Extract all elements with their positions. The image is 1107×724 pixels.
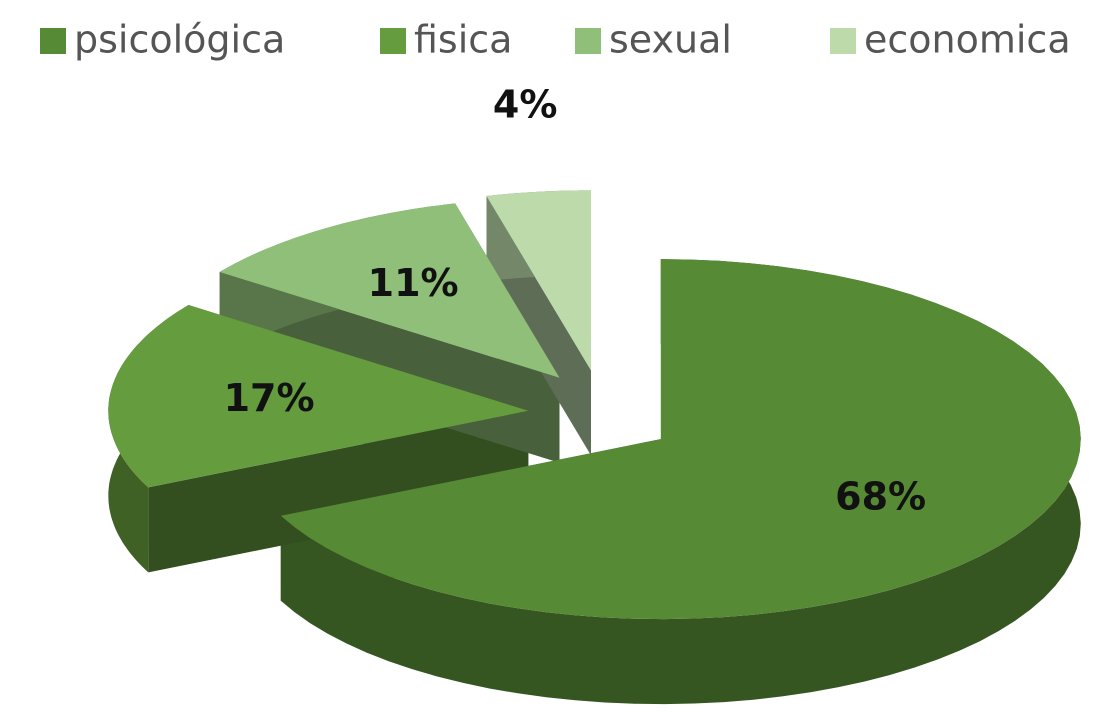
slice <box>280 259 1081 620</box>
legend-swatch <box>575 28 601 54</box>
legend-swatch <box>380 28 406 54</box>
legend-label: fisica <box>414 18 512 62</box>
data-label: 17% <box>224 376 315 420</box>
legend-label: psicológica <box>74 18 285 62</box>
legend-swatch <box>830 28 856 54</box>
slice <box>108 305 529 488</box>
data-label: 4% <box>493 83 558 127</box>
data-label: 11% <box>368 261 459 305</box>
slice <box>219 203 560 378</box>
legend-label: sexual <box>609 18 732 62</box>
slice <box>486 190 591 371</box>
data-label: 68% <box>835 474 926 518</box>
legend-swatch <box>40 28 66 54</box>
legend-label: economica <box>864 18 1071 62</box>
